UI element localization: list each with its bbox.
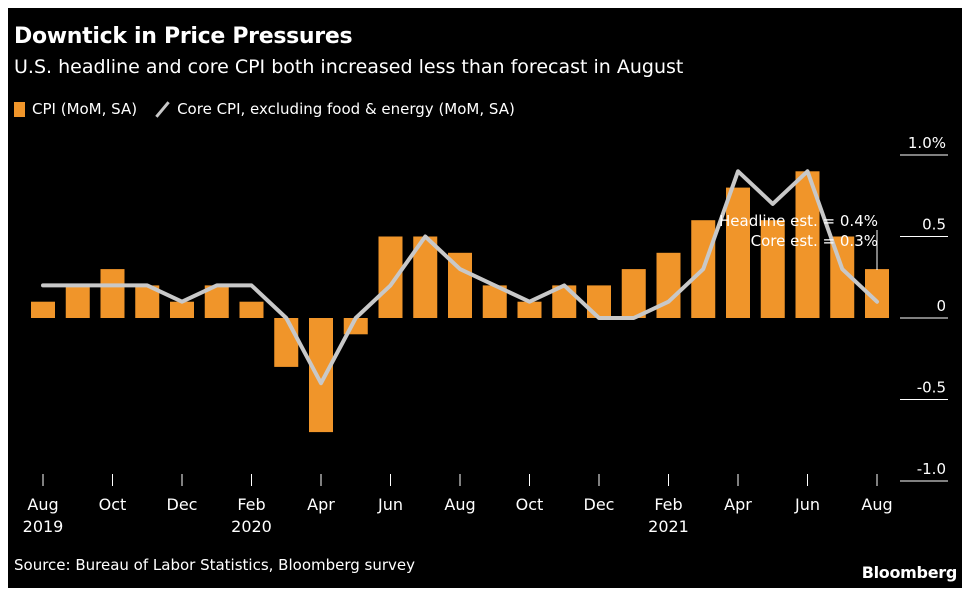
chart-legend: CPI (MoM, SA) Core CPI, excluding food &… bbox=[14, 100, 515, 118]
x-tick-label: Jun bbox=[377, 495, 403, 514]
cpi-bar bbox=[760, 220, 785, 318]
x-tick-year: 2020 bbox=[231, 517, 272, 536]
brand-logo: Bloomberg bbox=[861, 563, 958, 582]
x-tick-label: Apr bbox=[724, 495, 752, 514]
x-tick-year: 2019 bbox=[23, 517, 64, 536]
x-tick-label: Feb bbox=[237, 495, 265, 514]
cpi-bar bbox=[378, 236, 403, 318]
cpi-bar bbox=[170, 301, 194, 318]
cpi-bar bbox=[31, 301, 55, 318]
y-tick-label: 0 bbox=[936, 297, 946, 315]
x-tick-year: 2021 bbox=[648, 517, 689, 536]
y-tick-label: -0.5 bbox=[917, 379, 946, 397]
annotation-label: Core est. = 0.3% bbox=[751, 232, 878, 250]
cpi-bar bbox=[100, 269, 125, 318]
x-tick-label: Aug bbox=[27, 495, 58, 514]
cpi-bar bbox=[65, 285, 90, 318]
y-tick-label: -1.0 bbox=[917, 460, 946, 478]
cpi-bar bbox=[587, 285, 611, 318]
y-tick-label: 1.0% bbox=[908, 134, 946, 152]
y-axis-ticks: 1.0% 0.5 0 -0.5 -1.0 bbox=[900, 134, 948, 482]
annotation-group: Headline est. = 0.4% Core est. = 0.3% bbox=[719, 212, 878, 270]
x-tick-label: Aug bbox=[444, 495, 475, 514]
x-tick-label: Aug bbox=[861, 495, 892, 514]
x-axis: Aug 2019 Oct Dec Feb 2020 Apr Jun Aug Oct Dec Feb 20… bbox=[23, 474, 893, 536]
chart-title: Downtick in Price Pressures bbox=[14, 24, 353, 49]
legend-line-label: Core CPI, excluding food & energy (MoM, … bbox=[177, 100, 515, 118]
cpi-bar bbox=[621, 269, 646, 318]
x-tick-label: Dec bbox=[167, 495, 198, 514]
cpi-bar bbox=[274, 318, 299, 367]
cpi-bar bbox=[656, 252, 681, 318]
x-tick-label: Feb bbox=[654, 495, 682, 514]
cpi-bar bbox=[726, 187, 750, 318]
cpi-bar bbox=[309, 318, 333, 433]
core-cpi-line bbox=[41, 169, 879, 386]
legend-bar-swatch bbox=[14, 101, 25, 117]
chart-subtitle: U.S. headline and core CPI both increase… bbox=[14, 56, 684, 78]
cpi-bar bbox=[239, 301, 264, 318]
x-tick-label: Dec bbox=[584, 495, 615, 514]
source-note: Source: Bureau of Labor Statistics, Bloo… bbox=[14, 556, 416, 574]
y-tick-label: 0.5 bbox=[922, 216, 946, 234]
bar-series bbox=[31, 171, 889, 433]
x-tick-label: Oct bbox=[99, 495, 127, 514]
x-tick-label: Oct bbox=[516, 495, 544, 514]
line-series bbox=[41, 169, 879, 386]
annotation-label: Headline est. = 0.4% bbox=[719, 212, 878, 230]
x-tick-label: Apr bbox=[307, 495, 335, 514]
legend-bar-label: CPI (MoM, SA) bbox=[32, 100, 138, 118]
x-tick-label: Jun bbox=[794, 495, 820, 514]
cpi-bar bbox=[517, 301, 542, 318]
